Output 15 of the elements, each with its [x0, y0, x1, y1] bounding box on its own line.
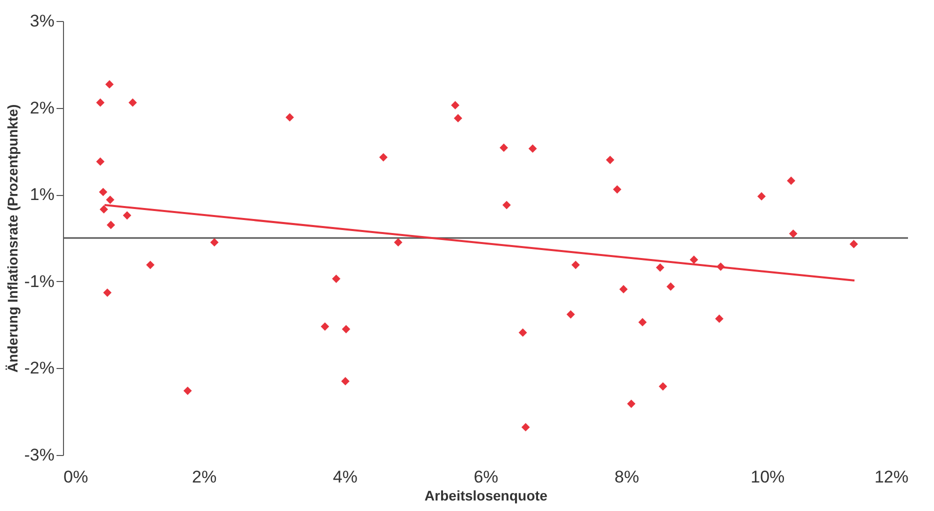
y-axis-title: Änderung Inflationsrate (Prozentpunkte) [4, 104, 20, 373]
y-tick-label: 2% [30, 98, 54, 118]
y-tick-label: 3% [30, 12, 54, 30]
x-axis-title: Arbeitslosenquote [424, 488, 548, 504]
x-tick-label: 6% [474, 468, 498, 486]
y-tick-label: 1% [30, 185, 54, 204]
y-tick-label: -1% [24, 272, 54, 291]
x-tick-label: 2% [192, 468, 217, 486]
x-tick-label: 8% [614, 468, 640, 486]
y-tick-label: -3% [24, 446, 54, 464]
x-tick-label: 0% [64, 468, 88, 486]
y-tick-label: -2% [24, 358, 54, 378]
x-tick-label: 12% [874, 468, 908, 486]
x-tick-label: 10% [750, 468, 785, 486]
x-tick-label: 4% [332, 468, 358, 486]
